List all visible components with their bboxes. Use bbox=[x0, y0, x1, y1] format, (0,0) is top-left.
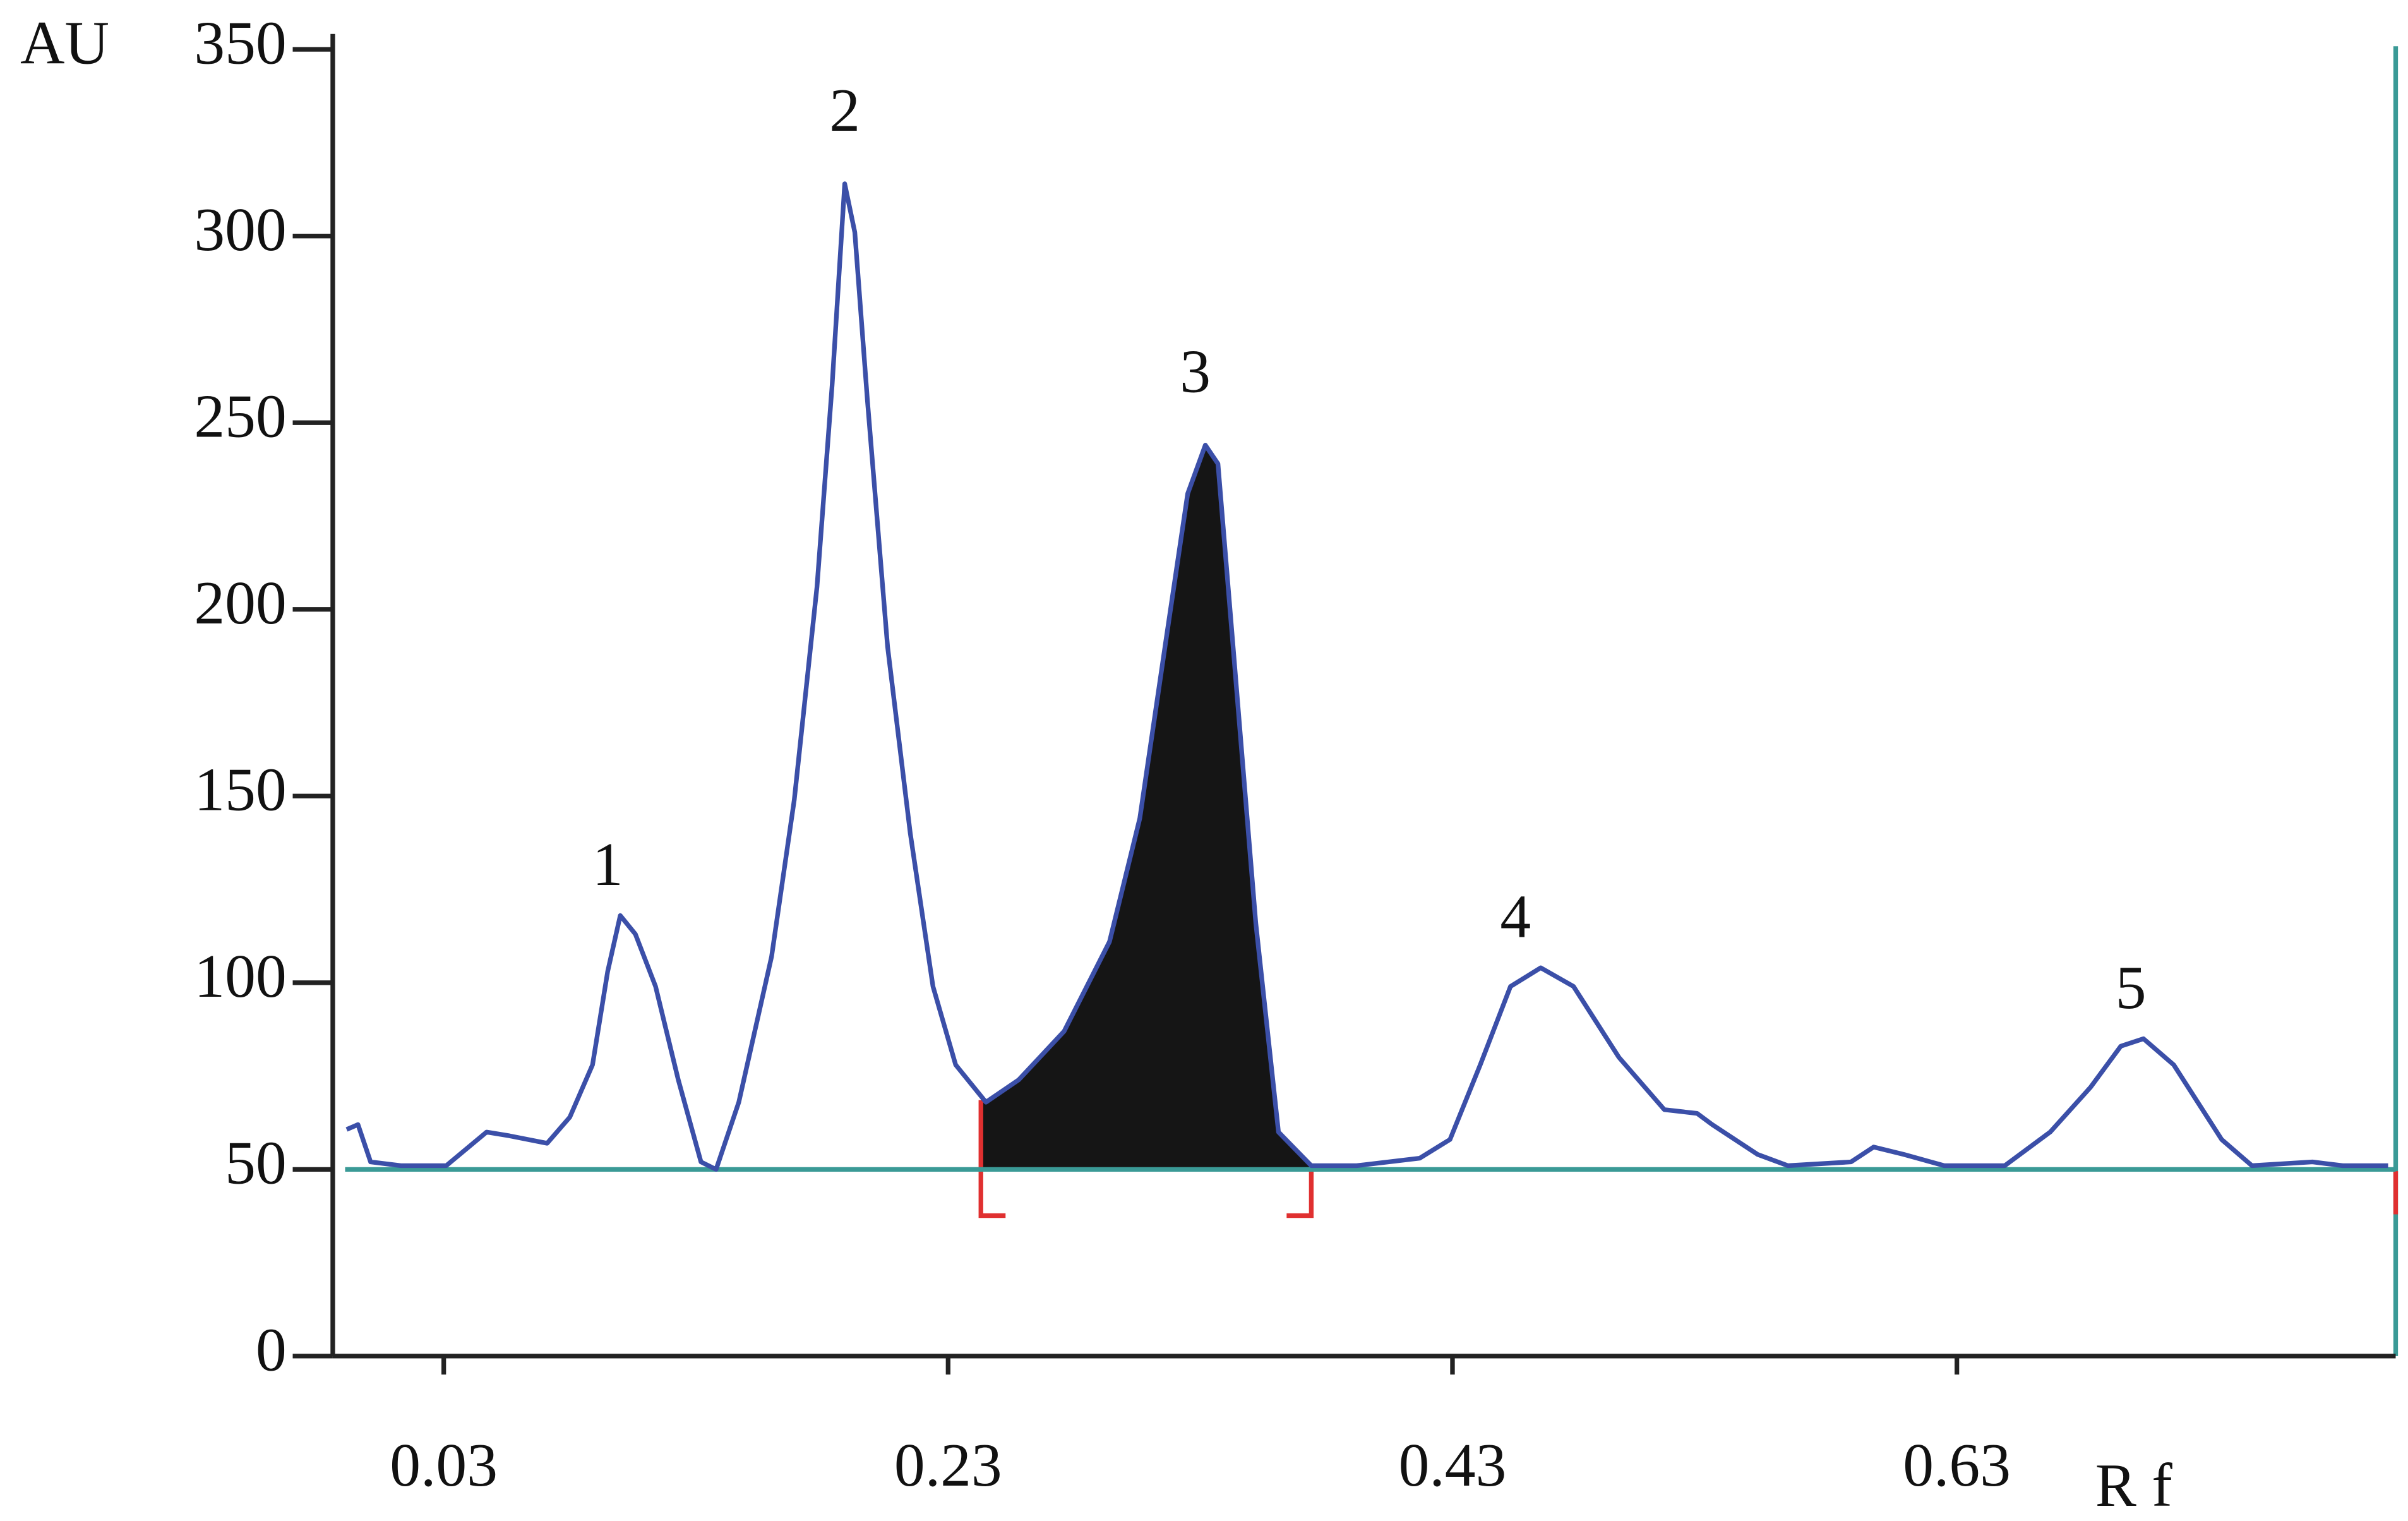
peak-label: 1 bbox=[592, 831, 623, 899]
peak-label: 4 bbox=[1500, 883, 1531, 951]
y-tick-label: 0 bbox=[256, 1316, 287, 1384]
y-tick-label: 50 bbox=[225, 1129, 287, 1198]
peak-label: 3 bbox=[1180, 338, 1211, 406]
y-tick-label: 350 bbox=[194, 9, 286, 78]
y-tick-label: 100 bbox=[194, 942, 286, 1011]
x-tick-label: 0.23 bbox=[894, 1431, 1002, 1500]
range-end-bracket bbox=[1286, 1169, 1314, 1218]
y-axis-label: AU bbox=[20, 9, 109, 78]
x-tick-label: 0.63 bbox=[1903, 1431, 2011, 1500]
range-start-bracket bbox=[978, 1100, 1006, 1218]
shaded-area bbox=[981, 445, 1312, 1170]
y-tick-label: 150 bbox=[194, 756, 286, 824]
y-tick-label: 250 bbox=[194, 383, 286, 451]
peak-label: 5 bbox=[2116, 954, 2147, 1022]
y-tick-label: 200 bbox=[194, 569, 286, 637]
x-tick-label: 0.03 bbox=[390, 1431, 498, 1500]
peak-label: 2 bbox=[829, 76, 860, 145]
y-tick-label: 300 bbox=[194, 196, 286, 264]
x-axis-label: R f bbox=[2095, 1452, 2172, 1520]
line-series bbox=[345, 181, 2388, 1172]
x-tick-label: 0.43 bbox=[1399, 1431, 1507, 1500]
